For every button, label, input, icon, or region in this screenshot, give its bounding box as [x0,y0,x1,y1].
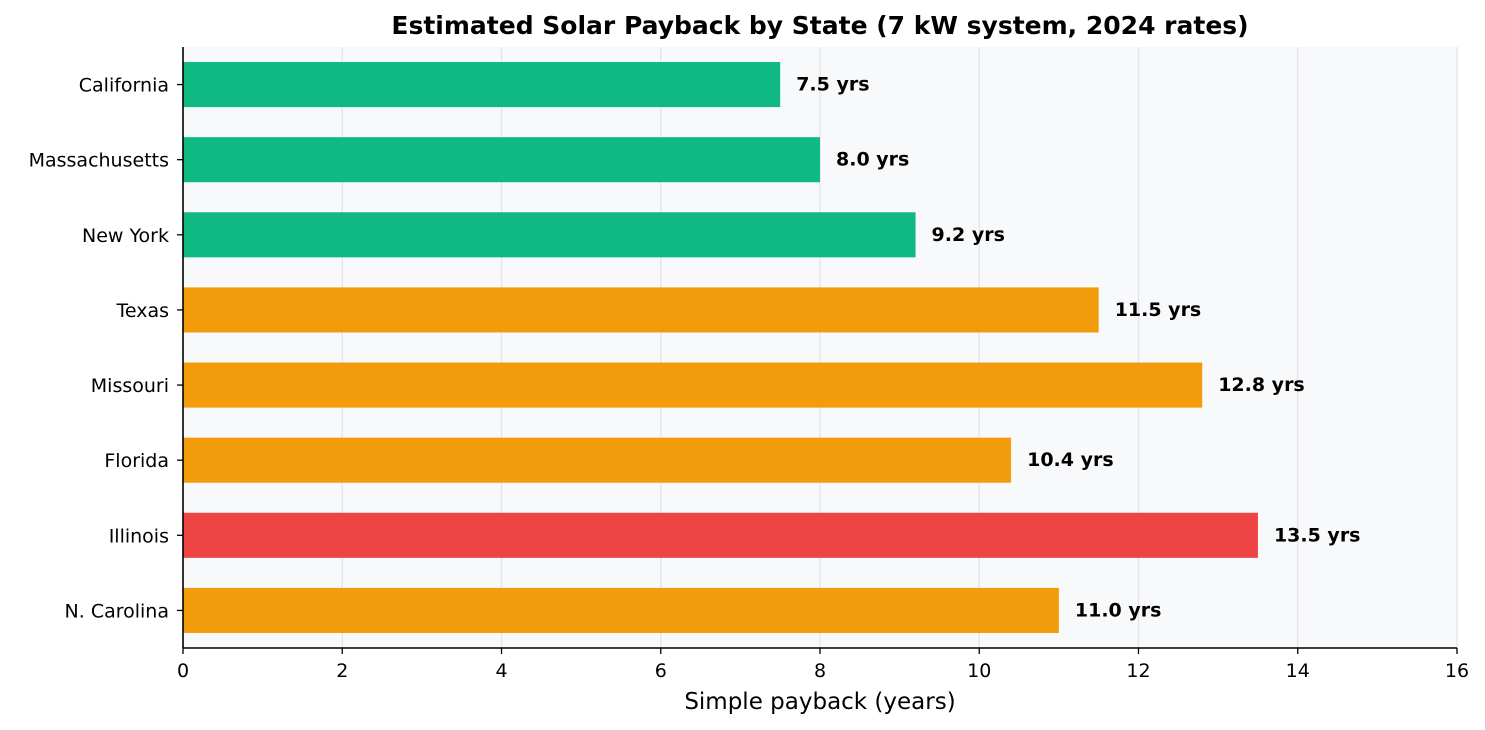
y-tick-label: New York [82,225,169,247]
x-tick-label: 12 [1126,660,1150,682]
bars [183,62,1258,633]
y-tick-label: Florida [104,450,169,472]
y-tick-label: Texas [115,300,169,322]
data-label: 13.5 yrs [1274,524,1361,546]
x-tick-label: 16 [1445,660,1469,682]
x-tick-label: 0 [177,660,189,682]
x-tick-label: 8 [814,660,826,682]
y-tick-label: Missouri [91,375,169,397]
bar [183,512,1258,558]
bar [183,437,1012,483]
bar [183,137,820,183]
x-axis-label: Simple payback (years) [684,689,955,715]
x-tick-label: 4 [495,660,507,682]
y-tick-label: California [79,75,169,97]
data-label: 12.8 yrs [1218,374,1305,396]
x-tick-label: 2 [336,660,348,682]
bar [183,287,1099,333]
data-label: 7.5 yrs [796,74,869,96]
bar [183,62,781,108]
x-tick-label: 6 [655,660,667,682]
x-tick-label: 10 [967,660,991,682]
y-ticks: California Massachusetts New York Texas Miss… [29,75,183,622]
chart-title: Estimated Solar Payback by State (7 kW s… [391,11,1248,40]
data-label: 8.0 yrs [836,149,909,171]
bar [183,362,1203,408]
data-label: 11.0 yrs [1075,599,1162,621]
y-tick-label: N. Carolina [65,600,169,622]
x-ticks: 0 2 4 6 8 10 12 14 16 [177,648,1469,682]
y-tick-label: Massachusetts [29,150,169,172]
bar [183,212,916,258]
data-label: 10.4 yrs [1027,449,1114,471]
y-tick-label: Illinois [109,525,169,547]
x-tick-label: 14 [1286,660,1310,682]
bar [183,587,1059,633]
data-label: 11.5 yrs [1115,299,1202,321]
data-labels: 7.5 yrs 8.0 yrs 9.2 yrs 11.5 yrs 12.8 yrs 10.… [796,74,1360,622]
data-label: 9.2 yrs [932,224,1005,246]
